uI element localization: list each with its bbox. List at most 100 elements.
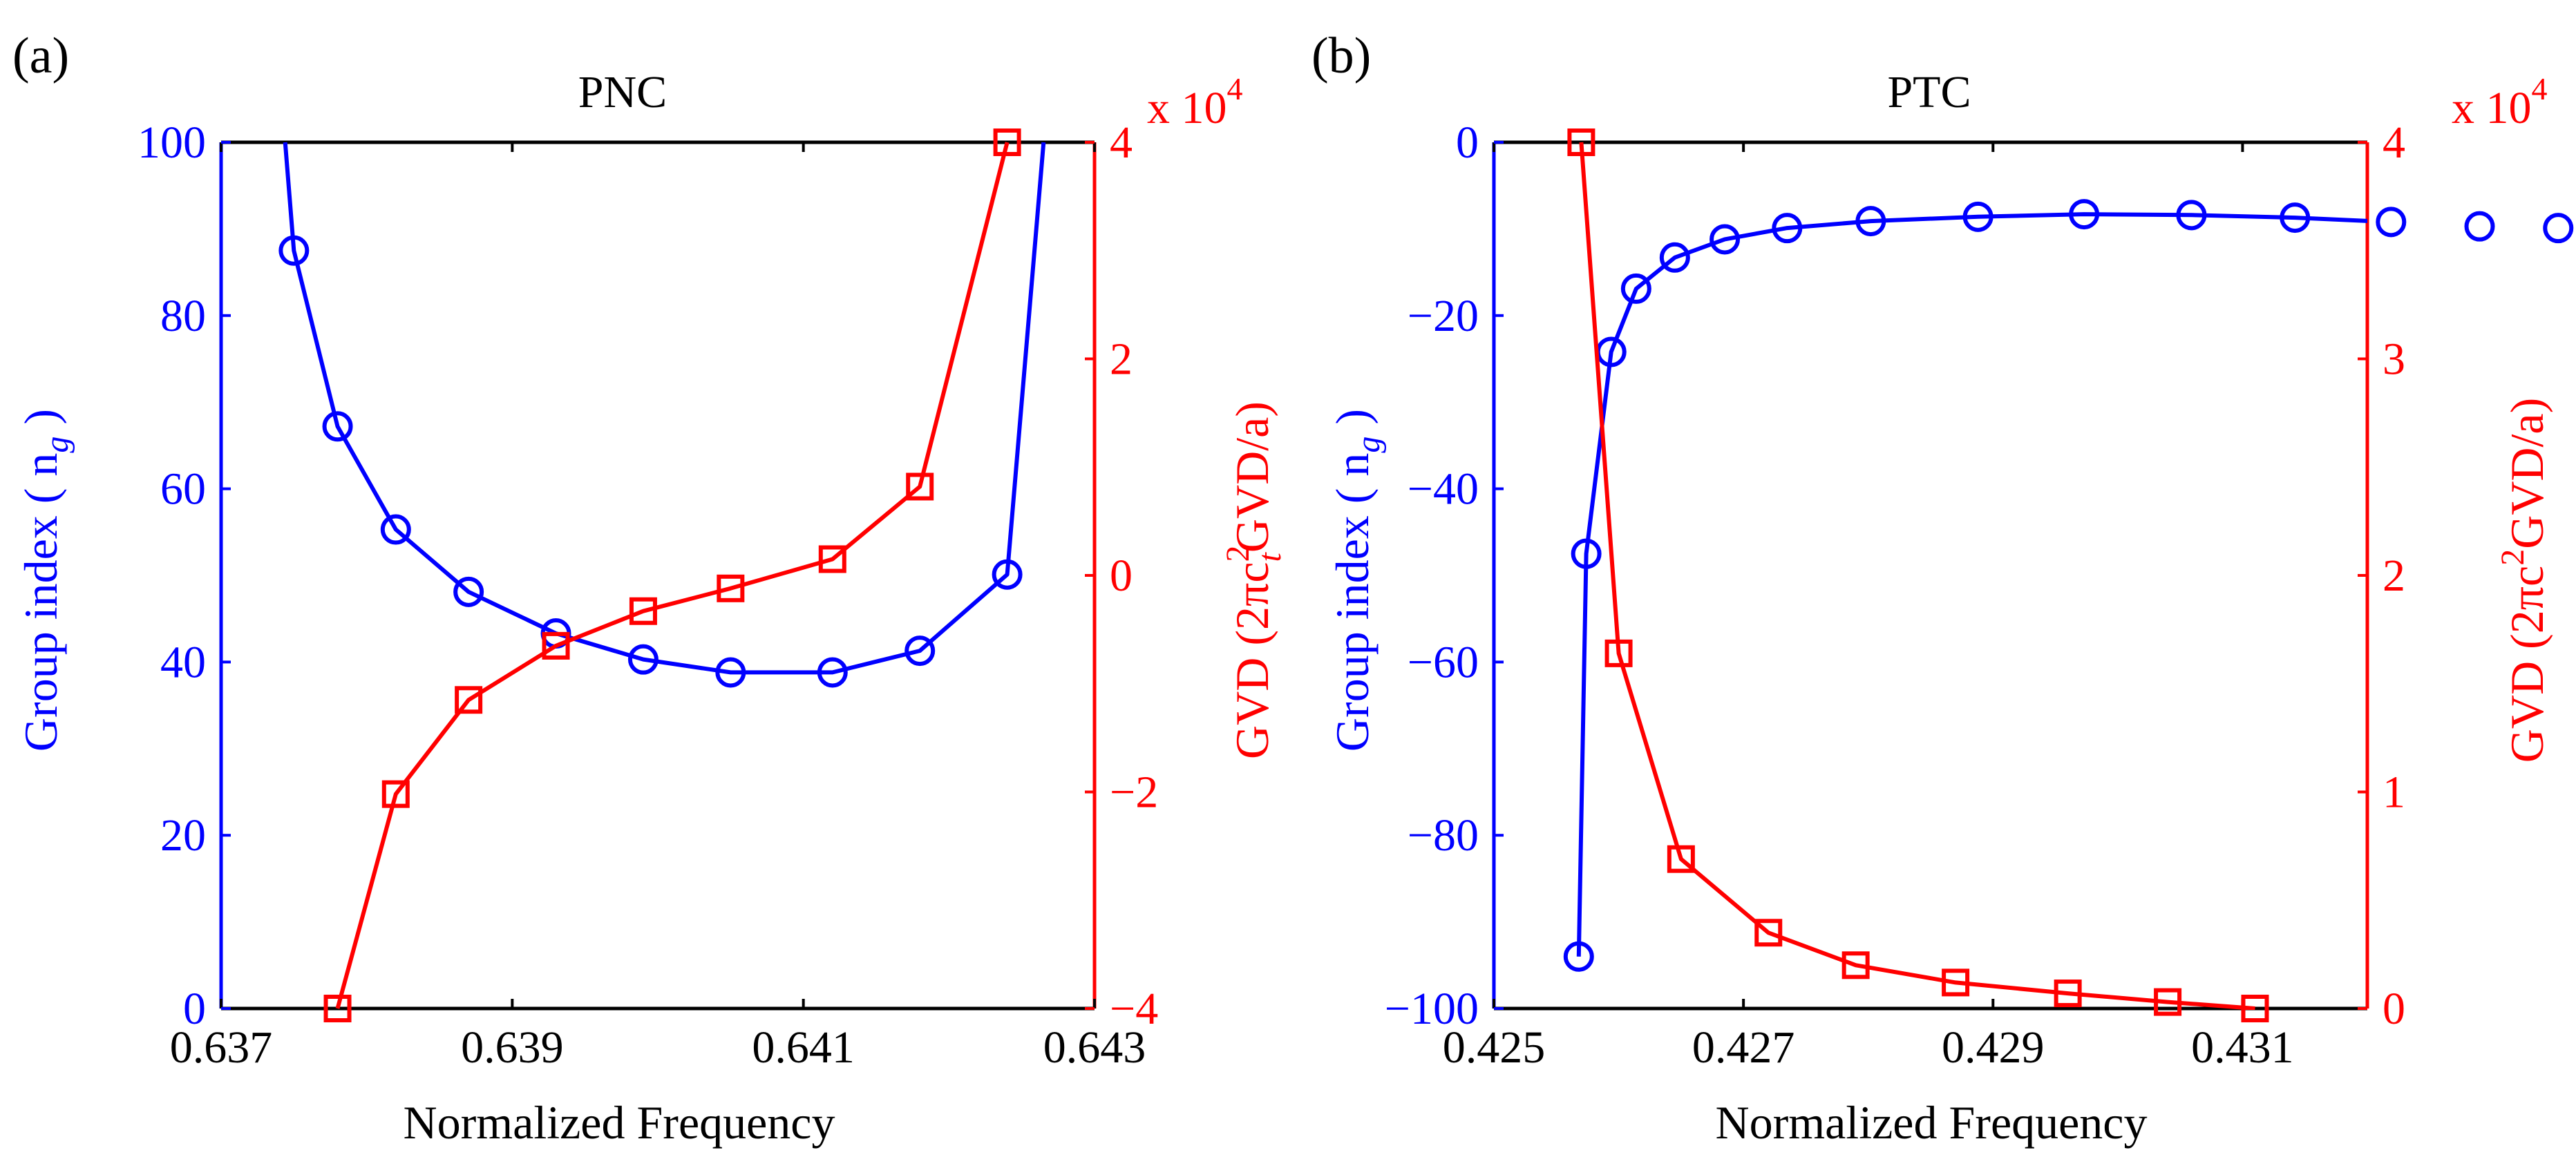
panel-a-x-axis-label: Normalized Frequency (404, 1096, 835, 1149)
panel-b-y-tick-label: −40 (1408, 464, 1479, 515)
panel-b-group-index-point (2543, 213, 2574, 244)
panel-b-group-index-point (1962, 201, 1993, 232)
panel-b-y2-tick-label: 3 (2383, 334, 2405, 385)
panel-a-group-index-point (817, 657, 848, 688)
panel-b-gvd-point (1567, 128, 1595, 156)
panel-b-y2-axis-label-sup: 2 (2494, 549, 2531, 566)
panel-a-y2-tick-label: 0 (1110, 551, 1133, 601)
panel-a-y-axis-label-sub: g (39, 437, 75, 453)
panel-a-title: PNC (578, 67, 667, 117)
panel-a-y2-axis-label: GVD (2πc2tGVD/a) (1220, 401, 1288, 759)
panel-a-axes (219, 140, 1097, 1011)
panel-b-gvd-point (1604, 639, 1633, 667)
panel-a-ticks: 0.637 0.639 0.641 0.643 0 20 40 60 80 100 −4 −2 0 2 4 (138, 117, 1158, 1073)
panel-a-gvd-point (542, 631, 570, 660)
panel-a-group-index-line (283, 142, 1046, 675)
panel-b-group-index-point (1659, 242, 1690, 273)
panel-a-group-index-point (905, 635, 936, 667)
panel-a-y2-axis-label-main: GVD (2πc (1226, 562, 1278, 758)
panel-a-y-tick-label: 20 (160, 810, 206, 861)
panel-a-y-axis-label-end: ) (15, 409, 67, 437)
panel-b-gvd-point (1841, 951, 1870, 979)
panel-b-x-axis-label: Normalized Frequency (1716, 1096, 2148, 1149)
panel-b-y2-tick-label: 0 (2383, 984, 2405, 1034)
panel-a-x-tick-label: 0.637 (170, 1022, 273, 1073)
panel-b-x-tick-label: 0.425 (1443, 1022, 1546, 1073)
panel-b-y2-tick-label: 2 (2383, 551, 2405, 601)
panel-b-group-index-point (2464, 211, 2495, 242)
panel-a-gvd-point (455, 686, 483, 714)
panel-a-gvd-point (717, 574, 745, 602)
panel-b-y2-tick-label: 4 (2383, 117, 2405, 168)
panel-b-gvd-point (2154, 988, 2182, 1016)
panel-b-ticks: 0.425 0.427 0.429 0.431 −100 −80 −60 −40 −20 0 0 1 2… (1385, 117, 2405, 1073)
panel-a-y-tick-label: 0 (183, 984, 206, 1034)
panel-a-x-tick-label: 0.639 (461, 1022, 564, 1073)
panel-a-gvd-point (381, 780, 410, 808)
panel-b-group-index-point (2376, 207, 2407, 238)
panel-a-y-axis-label-main: Group index ( n (15, 453, 67, 752)
panel-b-group-index-point (2176, 200, 2207, 231)
panel-b-y2-axis-label-main: GVD (2πc (2501, 566, 2553, 763)
panel-a-y-tick-label: 80 (160, 291, 206, 341)
panel-b-axes (1492, 140, 2369, 1011)
panel-a-y2-axis-label-sub: t (1251, 551, 1288, 562)
panel-b-y2-axis-label: GVD (2πc2GVD/a) (2494, 398, 2553, 763)
panel-b-label: (b) (1311, 28, 1371, 84)
panel-b-gvd-point (2054, 979, 2082, 1008)
svg-text:x 104: x 104 (2452, 71, 2548, 133)
panel-b-group-index-point (1855, 206, 1886, 237)
panel-a-gvd-point (629, 597, 657, 625)
panel-b: (b) PTC x 104 0.425 0.427 0.429 0.431−100−8… (1311, 28, 2574, 1149)
panel-a-y-tick-label: 100 (138, 117, 206, 168)
panel-b-x-tick-label: 0.427 (1692, 1022, 1795, 1073)
panel-b-y-tick-label: −100 (1385, 984, 1479, 1034)
panel-a-group-index-point (715, 657, 746, 688)
panel-a-group-index-point (627, 644, 659, 675)
panel-b-y-axis-label-main: Group index ( n (1326, 453, 1379, 752)
panel-a-x-tick-label: 0.643 (1043, 1022, 1146, 1073)
panel-b-gvd-point (1942, 968, 1970, 997)
panel-b-exponent-base: x 10 (2452, 83, 2532, 133)
panel-a-group-index-point (380, 514, 411, 545)
panel-a-gvd-point (906, 472, 934, 501)
panel-b-x-tick-label: 0.431 (2191, 1022, 2294, 1073)
panel-a-group-index-point (992, 559, 1023, 590)
panel-a-exponent-power: 4 (1227, 71, 1243, 106)
panel-b-group-index-point (1563, 941, 1594, 972)
panel-b-y-tick-label: −60 (1408, 637, 1479, 687)
panel-a-exponent-base: x 10 (1147, 83, 1227, 133)
panel-a-gvd-point (323, 995, 352, 1022)
panel-b-x-tick-label: 0.429 (1942, 1022, 2045, 1073)
panel-a-y-tick-label: 40 (160, 637, 206, 687)
panel-a-y2-tick-label: 2 (1110, 334, 1133, 385)
panel-b-y-tick-label: −80 (1408, 810, 1479, 861)
panel-a-exponent: x 104 (1147, 71, 1243, 133)
panel-b-y-tick-label: −20 (1408, 291, 1479, 341)
panel-a-label: (a) (12, 28, 69, 84)
panel-b-y2-axis-label-end: GVD/a) (2501, 398, 2553, 549)
panel-b-group-index-line (1576, 212, 2367, 957)
panel-b-y2-tick-label: 1 (2383, 767, 2405, 818)
panel-b-y-axis-label-end: ) (1326, 409, 1379, 437)
panel-a-y2-tick-label: 4 (1110, 117, 1133, 168)
panel-a-y2-tick-label: −2 (1110, 767, 1158, 818)
panel-b-title: PTC (1887, 67, 1971, 117)
panel-a-gvd-point (993, 128, 1021, 156)
panel-a-gvd-line (335, 142, 1010, 1009)
panel-b-series (1563, 128, 2574, 1022)
panel-a-gvd-point (818, 545, 846, 573)
panel-b-group-index-point (2280, 202, 2311, 233)
panel-b-y-axis-label: Group index ( ng ) (1326, 409, 1387, 752)
panel-a-group-index-point (278, 235, 310, 266)
panel-b-exponent: x 104 (2452, 71, 2548, 133)
panel-b-gvd-point (1667, 845, 1695, 873)
panel-b-gvd-point (2241, 995, 2269, 1022)
panel-a-y-axis-label: Group index ( ng ) (15, 409, 75, 752)
panel-a-series (278, 128, 1046, 1022)
panel-a-y2-axis-label-end: GVD/a) (1226, 401, 1278, 553)
panel-a-group-index-point (453, 576, 484, 607)
panel-b-group-index-point (1571, 538, 1602, 569)
panel-b-gvd-line (1579, 142, 2255, 1010)
